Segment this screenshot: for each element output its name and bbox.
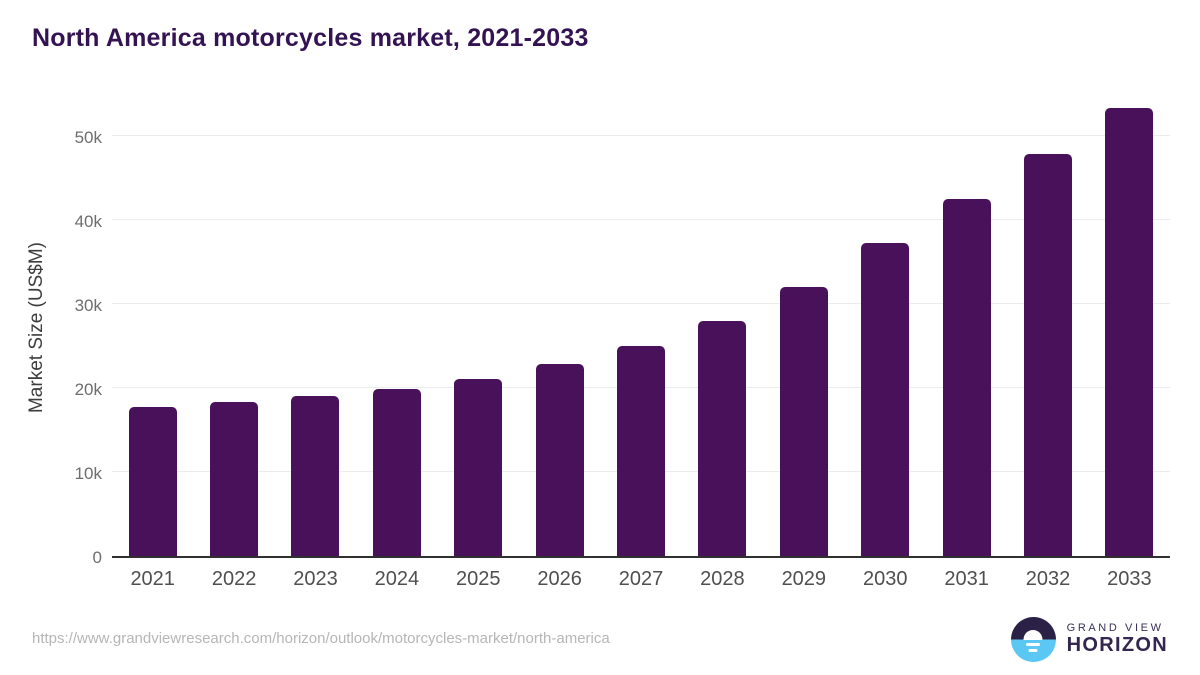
x-tick-2030: 2030 [862, 568, 908, 590]
bar-2032 [1023, 153, 1072, 556]
x-tick-2021: 2021 [130, 568, 175, 590]
x-tick-2032: 2032 [1025, 568, 1071, 590]
y-tick-30k: 30k [74, 296, 102, 315]
x-tick-2023: 2023 [293, 568, 338, 590]
bar-slot-2023 [275, 98, 356, 556]
brand-logo: GRAND VIEW HORIZON [1010, 617, 1168, 662]
x-tick-2033: 2033 [1107, 568, 1152, 590]
logo-brand-bottom: HORIZON [1066, 634, 1168, 657]
chart-title: North America motorcycles market, 2021-2… [32, 24, 589, 52]
logo-reflection-line [1028, 649, 1038, 652]
x-tick-2025: 2025 [456, 568, 501, 590]
bar-2026 [535, 363, 584, 556]
bar-2031 [942, 199, 991, 556]
bar-slot-2028 [682, 98, 763, 556]
source-url: https://www.grandviewresearch.com/horizo… [32, 630, 610, 647]
logo-text: GRAND VIEW HORIZON [1067, 622, 1168, 658]
x-tick-2029: 2029 [781, 568, 827, 590]
y-tick-40k: 40k [74, 212, 102, 231]
gridline-40k [112, 219, 1170, 220]
bar-slot-2033 [1089, 98, 1170, 556]
y-tick-50k: 50k [74, 128, 102, 147]
bar-2029 [779, 287, 828, 556]
bar-slot-2026 [519, 98, 600, 556]
bar-slot-2030 [845, 98, 926, 556]
grand-view-horizon-logo-icon [1010, 617, 1056, 662]
x-axis-tick-labels: 2021 2022 2023 2024 2025 2026 2027 2028 2029 2030… [112, 568, 1170, 591]
logo-reflection-line [1026, 643, 1041, 646]
bar-2024 [372, 388, 421, 556]
bar-2028 [698, 320, 747, 556]
x-tick-2022: 2022 [211, 568, 257, 590]
plot-area [112, 98, 1170, 558]
logo-brand-top: GRAND VIEW [1066, 621, 1164, 634]
gridline-50k [112, 135, 1170, 136]
bar-series [112, 98, 1170, 556]
y-tick-10k: 10k [74, 464, 102, 483]
y-axis-tick-labels: 0 10k 20k 30k 40k 50k [40, 98, 102, 567]
bar-slot-2029 [763, 98, 844, 556]
x-tick-2028: 2028 [700, 568, 745, 590]
x-tick-2027: 2027 [618, 568, 664, 590]
y-tick-20k: 20k [74, 380, 102, 399]
logo-sunrise-dome [1023, 629, 1043, 640]
x-tick-2024: 2024 [374, 568, 420, 590]
bar-2033 [1105, 108, 1154, 556]
bar-slot-2021 [112, 98, 193, 556]
bar-slot-2032 [1007, 98, 1088, 556]
gridline-30k [112, 303, 1170, 304]
bar-slot-2024 [356, 98, 437, 556]
x-tick-2031: 2031 [944, 568, 989, 590]
bar-slot-2031 [926, 98, 1007, 556]
x-tick-2026: 2026 [537, 568, 582, 590]
bar-slot-2022 [193, 98, 274, 556]
bar-2021 [128, 407, 177, 556]
bar-2030 [861, 242, 910, 556]
bar-slot-2025 [438, 98, 519, 556]
bar-slot-2027 [600, 98, 681, 556]
bar-2027 [617, 346, 666, 556]
y-tick-0: 0 [92, 548, 102, 567]
bar-2025 [454, 378, 503, 556]
bar-2023 [291, 396, 340, 556]
bar-2022 [210, 402, 259, 556]
